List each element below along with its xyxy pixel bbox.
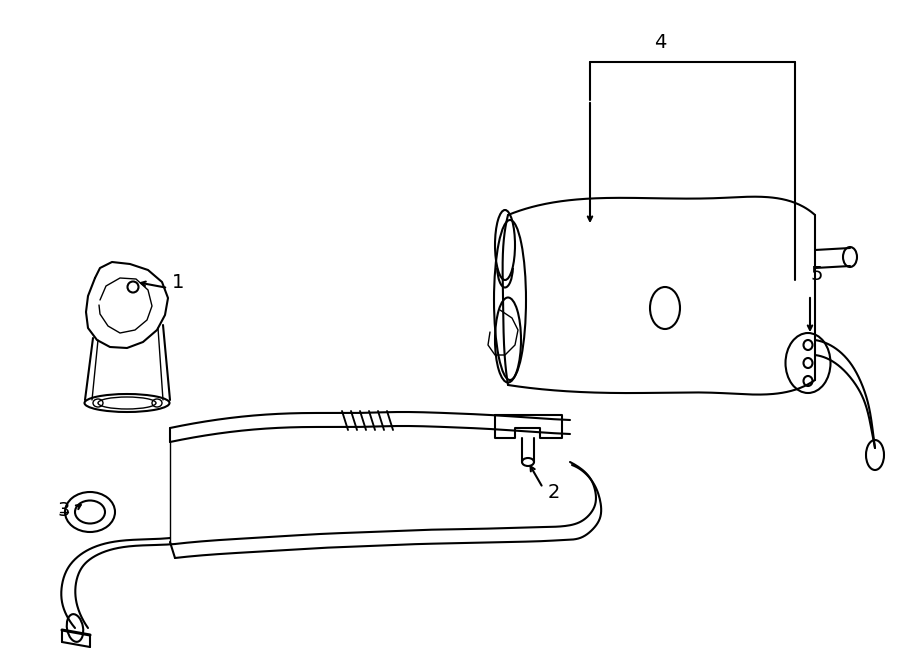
- Text: 5: 5: [810, 266, 823, 284]
- Text: 2: 2: [548, 483, 561, 502]
- Text: 1: 1: [172, 272, 184, 292]
- Text: 3: 3: [58, 502, 70, 520]
- Text: 4: 4: [653, 32, 666, 52]
